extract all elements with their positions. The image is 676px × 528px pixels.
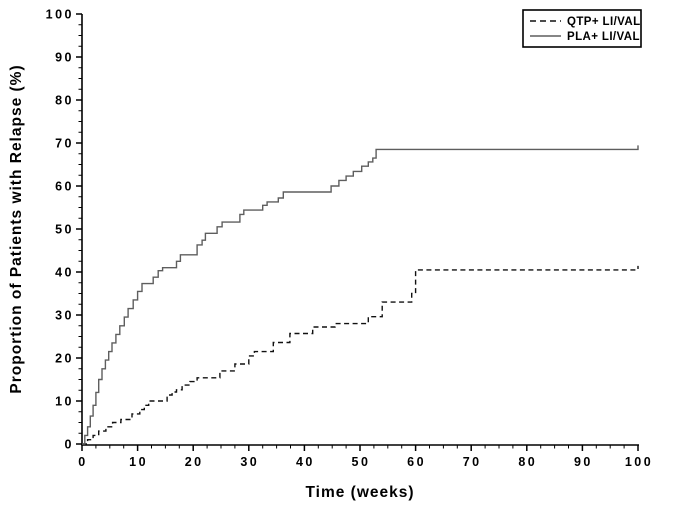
x-tick-label: 80 bbox=[518, 455, 537, 469]
legend-box bbox=[522, 9, 642, 48]
y-tick-label: 40 bbox=[55, 266, 74, 280]
y-tick-label: 50 bbox=[55, 223, 74, 237]
x-tick-label: 20 bbox=[185, 455, 204, 469]
y-tick-label: 20 bbox=[55, 352, 74, 366]
y-tick-label: 10 bbox=[55, 395, 74, 409]
x-tick-label: 50 bbox=[352, 455, 371, 469]
y-axis-title: Proportion of Patients with Relapse (%) bbox=[8, 64, 25, 393]
series-curve-solid bbox=[82, 145, 639, 445]
x-tick-label: 60 bbox=[407, 455, 426, 469]
y-tick-label: 30 bbox=[55, 309, 74, 323]
x-tick-label: 90 bbox=[574, 455, 593, 469]
x-tick-label: 100 bbox=[625, 455, 653, 469]
x-tick-label: 40 bbox=[296, 455, 315, 469]
y-tick-label: 60 bbox=[55, 180, 74, 194]
y-tick-label: 80 bbox=[55, 94, 74, 108]
x-tick-label: 70 bbox=[463, 455, 482, 469]
y-tick-label: 100 bbox=[46, 8, 74, 22]
legend-label: PLA+ LI/VAL bbox=[567, 31, 640, 43]
series-curve-dashed bbox=[82, 265, 639, 445]
legend: QTP+ LI/VAL PLA+ LI/VAL bbox=[522, 9, 642, 48]
legend-label: QTP+ LI/VAL bbox=[567, 16, 641, 28]
x-tick-label: 30 bbox=[240, 455, 259, 469]
axes: 0 10 20 30 40 50 60 70 80 90 100 0 10 20 30 40 50 60 70 80 9… bbox=[46, 8, 653, 470]
x-tick-label: 0 bbox=[78, 455, 87, 469]
y-tick-label: 90 bbox=[55, 51, 74, 65]
x-tick-label: 10 bbox=[129, 455, 148, 469]
y-tick-label: 70 bbox=[55, 137, 74, 151]
series-lines bbox=[82, 145, 639, 445]
x-axis-title: Time (weeks) bbox=[305, 484, 414, 501]
y-tick-label: 0 bbox=[65, 438, 74, 452]
